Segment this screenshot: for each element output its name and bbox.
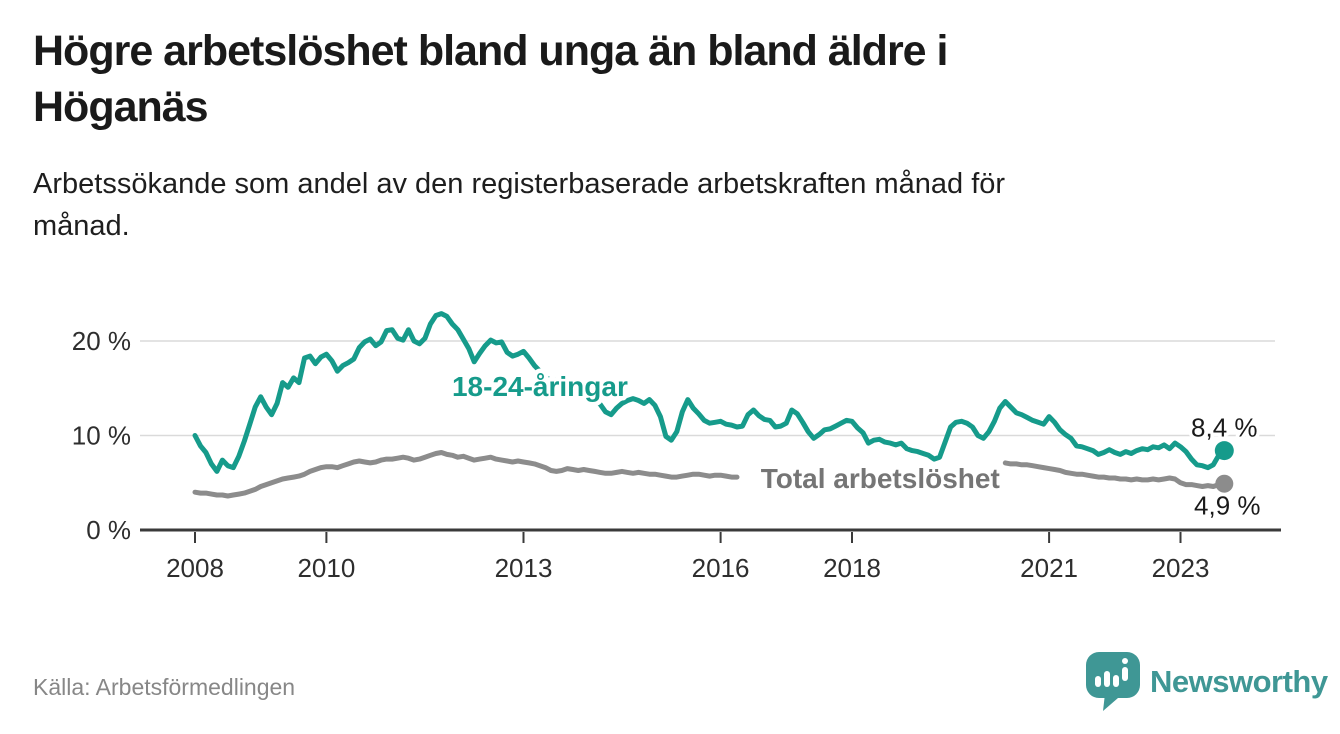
page-subtitle-line1: Arbetssökande som andel av den registerb… — [33, 168, 1006, 200]
y-tick-label: 20 % — [72, 326, 131, 356]
page-title-line1: Högre arbetslöshet bland unga än bland ä… — [33, 27, 949, 75]
x-tick-label: 2021 — [1020, 553, 1078, 583]
end-value-total: 4,9 % — [1194, 491, 1261, 521]
series-line-youth — [192, 311, 1227, 474]
page-subtitle: Arbetssökande som andel av den registerb… — [33, 164, 1293, 248]
x-tick-label: 2013 — [495, 553, 553, 583]
page-subtitle-line2: månad. — [33, 209, 130, 242]
end-value-youth: 8,4 % — [1191, 413, 1258, 443]
x-tick-label: 2023 — [1152, 553, 1210, 583]
series-label-total: Total arbetslöshet — [761, 463, 1000, 494]
page-title: Högre arbetslöshet bland unga än bland ä… — [33, 24, 1213, 136]
speech-bubble-bar-chart-icon — [1086, 652, 1140, 711]
page-title-line2: Höganäs — [33, 82, 209, 131]
x-tick-label: 2018 — [823, 553, 881, 583]
series-line-total — [192, 450, 1227, 499]
series-endpoint-youth — [1214, 441, 1234, 461]
series-endpoint-total — [1215, 474, 1234, 493]
y-tick-label: 0 % — [86, 515, 131, 545]
source-text: Källa: Arbetsförmedlingen — [33, 674, 296, 700]
brand-name: Newsworthy — [1150, 664, 1328, 699]
series-label-youth: 18-24-åringar — [452, 371, 628, 402]
brand-logo: Newsworthy — [1086, 652, 1328, 712]
x-tick-label: 2010 — [297, 553, 355, 583]
y-tick-label: 10 % — [72, 421, 131, 451]
x-tick-label: 2016 — [692, 553, 750, 583]
x-tick-label: 2008 — [166, 553, 224, 583]
